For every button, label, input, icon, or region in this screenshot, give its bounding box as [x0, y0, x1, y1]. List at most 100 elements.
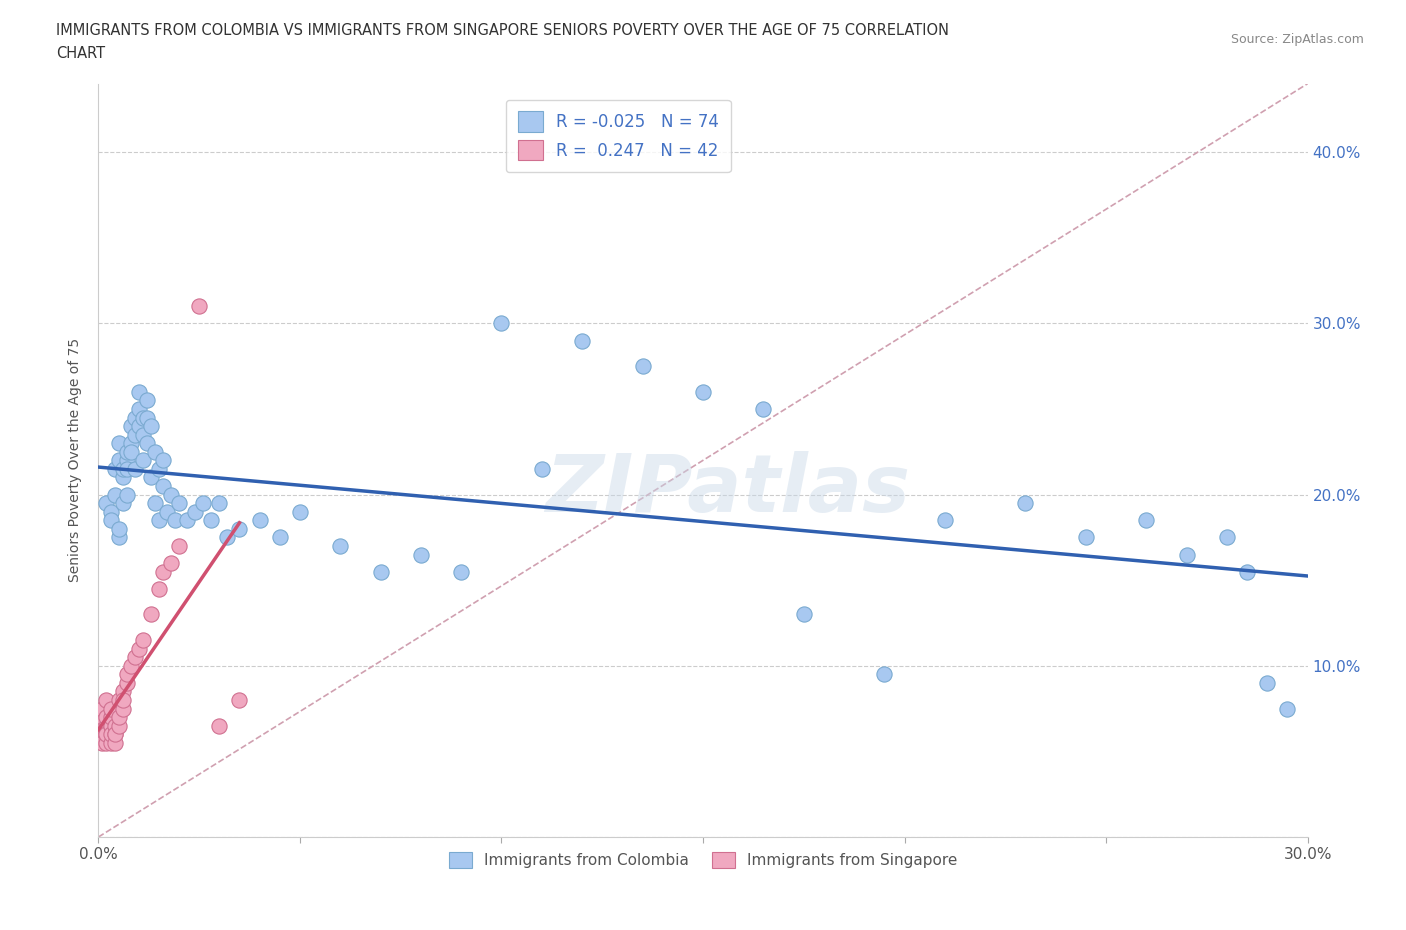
Point	[103, 736, 125, 751]
Point	[111, 693, 134, 708]
Point	[139, 418, 162, 433]
Point	[124, 461, 146, 476]
Point	[132, 427, 155, 442]
Point	[87, 718, 110, 733]
Point	[103, 461, 125, 476]
Point	[631, 359, 654, 374]
Point	[1074, 530, 1097, 545]
Point	[132, 453, 155, 468]
Point	[91, 710, 114, 724]
Point	[96, 710, 118, 724]
Point	[208, 718, 231, 733]
Point	[148, 512, 170, 527]
Point	[107, 718, 129, 733]
Point	[160, 487, 183, 502]
Point	[120, 445, 142, 459]
Point	[152, 479, 174, 494]
Point	[115, 487, 138, 502]
Point	[148, 461, 170, 476]
Point	[208, 496, 231, 511]
Point	[692, 384, 714, 399]
Point	[148, 581, 170, 596]
Point	[184, 504, 207, 519]
Point	[115, 453, 138, 468]
Point	[288, 504, 311, 519]
Point	[100, 736, 122, 751]
Point	[135, 410, 157, 425]
Point	[752, 402, 775, 417]
Point	[1256, 675, 1278, 690]
Point	[167, 538, 190, 553]
Point	[188, 299, 211, 313]
Text: IMMIGRANTS FROM COLOMBIA VS IMMIGRANTS FROM SINGAPORE SENIORS POVERTY OVER THE A: IMMIGRANTS FROM COLOMBIA VS IMMIGRANTS F…	[56, 23, 949, 38]
Point	[167, 496, 190, 511]
Point	[132, 632, 155, 647]
Point	[269, 530, 291, 545]
Point	[228, 522, 250, 537]
Point	[100, 710, 122, 724]
Point	[91, 718, 114, 733]
Point	[193, 496, 215, 511]
Point	[96, 693, 118, 708]
Point	[143, 496, 166, 511]
Point	[100, 718, 122, 733]
Point	[139, 607, 162, 622]
Point	[228, 693, 250, 708]
Point	[107, 522, 129, 537]
Point	[96, 727, 118, 742]
Point	[91, 736, 114, 751]
Point	[128, 384, 150, 399]
Point	[152, 565, 174, 579]
Point	[793, 607, 815, 622]
Point	[120, 436, 142, 451]
Point	[120, 418, 142, 433]
Point	[370, 565, 392, 579]
Point	[934, 512, 956, 527]
Point	[409, 547, 432, 562]
Point	[1216, 530, 1239, 545]
Point	[111, 701, 134, 716]
Point	[249, 512, 271, 527]
Point	[111, 496, 134, 511]
Point	[96, 496, 118, 511]
Point	[143, 445, 166, 459]
Point	[115, 461, 138, 476]
Point	[107, 453, 129, 468]
Point	[1277, 701, 1299, 716]
Point	[107, 530, 129, 545]
Point	[132, 410, 155, 425]
Point	[163, 512, 186, 527]
Point	[115, 445, 138, 459]
Point	[124, 410, 146, 425]
Point	[200, 512, 222, 527]
Point	[100, 512, 122, 527]
Point	[217, 530, 239, 545]
Point	[91, 701, 114, 716]
Point	[139, 470, 162, 485]
Point	[103, 727, 125, 742]
Point	[120, 658, 142, 673]
Point	[100, 727, 122, 742]
Point	[103, 718, 125, 733]
Point	[491, 316, 513, 331]
Point	[100, 718, 122, 733]
Point	[176, 512, 198, 527]
Point	[135, 393, 157, 408]
Point	[103, 487, 125, 502]
Point	[107, 710, 129, 724]
Point	[103, 727, 125, 742]
Point	[1014, 496, 1036, 511]
Point	[152, 453, 174, 468]
Point	[111, 684, 134, 699]
Text: CHART: CHART	[56, 46, 105, 61]
Point	[124, 427, 146, 442]
Point	[128, 418, 150, 433]
Point	[111, 461, 134, 476]
Text: Source: ZipAtlas.com: Source: ZipAtlas.com	[1230, 33, 1364, 46]
Point	[530, 461, 553, 476]
Point	[450, 565, 472, 579]
Point	[156, 504, 179, 519]
Point	[115, 675, 138, 690]
Point	[111, 470, 134, 485]
Point	[128, 642, 150, 657]
